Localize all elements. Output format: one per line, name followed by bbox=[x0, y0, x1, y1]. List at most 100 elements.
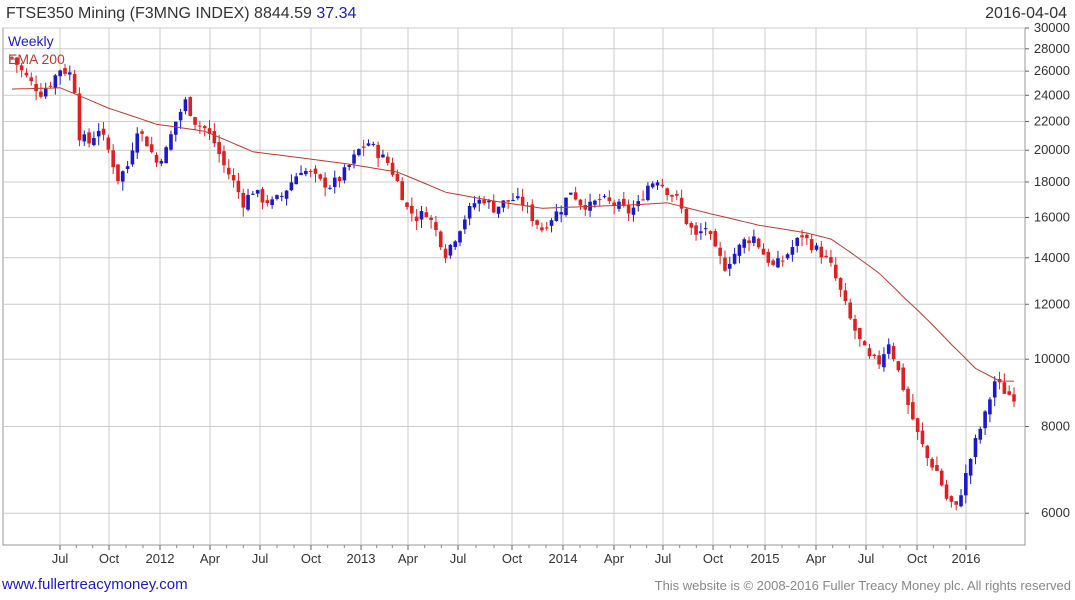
candle-body bbox=[747, 240, 751, 244]
candle-body bbox=[251, 193, 255, 195]
candle-body bbox=[68, 72, 72, 75]
candle-body bbox=[357, 149, 361, 156]
candle-body bbox=[19, 65, 24, 71]
candle-body bbox=[684, 208, 689, 224]
candle-body bbox=[53, 75, 58, 88]
candle-body bbox=[742, 239, 747, 248]
candle-body bbox=[458, 231, 462, 243]
y-tick-label: 6000 bbox=[1041, 505, 1070, 520]
candle-body bbox=[477, 199, 482, 204]
candle-body bbox=[886, 344, 891, 354]
candle-body bbox=[92, 138, 96, 146]
candle-body bbox=[361, 146, 366, 148]
candle-body bbox=[308, 170, 313, 172]
candle-body bbox=[135, 133, 140, 153]
candle-body bbox=[593, 200, 597, 205]
candle-body bbox=[670, 195, 674, 197]
y-tick-label: 12000 bbox=[1034, 296, 1070, 311]
candle-body bbox=[429, 217, 433, 220]
candle-body bbox=[217, 142, 221, 155]
candle-body bbox=[646, 185, 650, 201]
candle-body bbox=[328, 187, 332, 189]
candle-body bbox=[275, 195, 279, 199]
candle-body bbox=[848, 302, 853, 319]
candle-body bbox=[544, 227, 549, 229]
candle-body bbox=[496, 206, 501, 214]
candle-body bbox=[737, 244, 742, 256]
candle-body bbox=[833, 264, 838, 279]
candle-body bbox=[482, 199, 486, 204]
candle-body bbox=[438, 231, 443, 248]
candle-body bbox=[410, 205, 414, 214]
candle-body bbox=[260, 189, 265, 203]
candle-body bbox=[246, 194, 250, 210]
candle-body bbox=[843, 290, 848, 302]
candle-body bbox=[279, 195, 284, 197]
candle-body bbox=[930, 458, 934, 468]
candle-body bbox=[434, 222, 438, 231]
candle-body bbox=[414, 216, 419, 222]
candle-body bbox=[304, 170, 308, 175]
ema-line bbox=[11, 87, 1014, 382]
candle-body bbox=[809, 239, 814, 251]
candle-body bbox=[116, 164, 120, 182]
x-tick-label: Oct bbox=[502, 551, 523, 566]
candle-body bbox=[178, 111, 183, 121]
candle-body bbox=[694, 225, 698, 235]
candle-body bbox=[872, 354, 877, 357]
candle-body bbox=[236, 180, 241, 193]
candle-body bbox=[540, 227, 544, 231]
candle-body bbox=[443, 248, 448, 259]
candle-body bbox=[72, 74, 77, 93]
candle-body bbox=[935, 465, 939, 471]
candle-body bbox=[862, 341, 867, 346]
candle-body bbox=[48, 85, 53, 87]
candle-body bbox=[814, 245, 819, 250]
candle-body bbox=[602, 196, 607, 198]
candle-body bbox=[964, 473, 968, 496]
chart-title: FTSE350 Mining (F3MNG INDEX) 8844.59 37.… bbox=[6, 5, 356, 23]
candle-body bbox=[371, 143, 376, 145]
candle-body bbox=[24, 72, 29, 76]
y-tick-label: 14000 bbox=[1034, 250, 1070, 265]
candle-body bbox=[39, 91, 43, 97]
candle-body bbox=[597, 199, 602, 201]
y-tick-label: 26000 bbox=[1034, 63, 1070, 78]
candle-body bbox=[63, 68, 67, 74]
candle-body bbox=[337, 177, 342, 182]
candle-body bbox=[87, 132, 91, 144]
x-tick-label: Jul bbox=[252, 551, 269, 566]
x-tick-label: Oct bbox=[703, 551, 724, 566]
website-link[interactable]: www.fullertreacymoney.com bbox=[2, 576, 188, 593]
candle-body bbox=[877, 355, 881, 365]
candle-body bbox=[607, 197, 612, 201]
candle-body bbox=[448, 244, 453, 256]
candle-body bbox=[703, 228, 708, 230]
candle-body bbox=[679, 197, 684, 209]
candle-body bbox=[222, 151, 226, 166]
y-tick-label: 16000 bbox=[1034, 210, 1070, 225]
candle-body bbox=[255, 190, 260, 194]
candle-body bbox=[761, 248, 766, 255]
x-tick-label: Jul bbox=[655, 551, 672, 566]
candle-body bbox=[530, 204, 535, 222]
candle-body bbox=[1002, 382, 1007, 394]
candle-body bbox=[983, 411, 987, 429]
y-tick-label: 8000 bbox=[1041, 419, 1070, 434]
candle-body bbox=[289, 182, 294, 191]
candle-body bbox=[920, 430, 925, 445]
title-text: FTSE350 Mining (F3MNG INDEX) 8844.59 bbox=[6, 5, 312, 22]
candle-body bbox=[554, 211, 559, 221]
candle-body bbox=[501, 200, 506, 208]
legend-ema: EMA 200 bbox=[8, 51, 65, 67]
candle-body bbox=[978, 428, 983, 440]
candle-body bbox=[265, 200, 270, 204]
y-tick-label: 28000 bbox=[1034, 41, 1070, 56]
candle-body bbox=[58, 70, 62, 77]
candle-body bbox=[727, 263, 732, 269]
candle-body bbox=[395, 173, 400, 182]
candle-body bbox=[944, 484, 949, 499]
candle-body bbox=[149, 144, 154, 153]
candle-body bbox=[400, 181, 405, 201]
candle-body bbox=[376, 144, 380, 159]
